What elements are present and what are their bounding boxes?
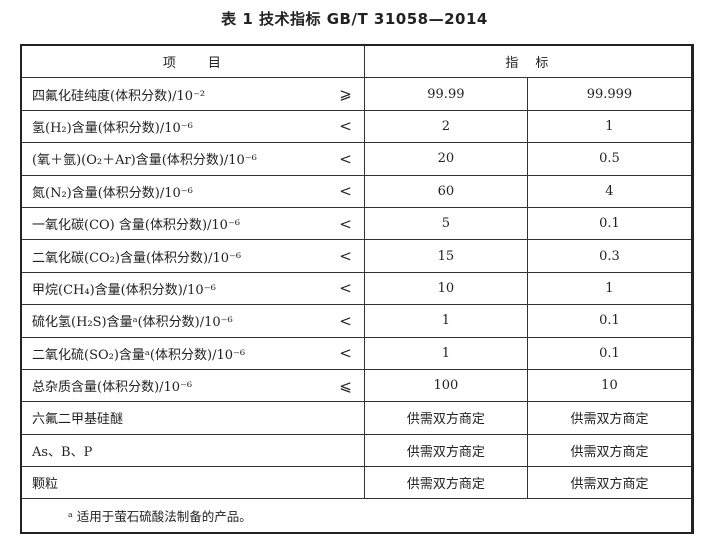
table-row: 二氧化硫(SO₂)含量ᵃ(体积分数)/10⁻⁶ < 1 0.1 (20, 336, 694, 370)
table-row: 四氟化硅纯度(体积分数)/10⁻² ⩾ 99.99 99.999 (20, 77, 694, 111)
item-label: 一氧化碳(CO) 含量(体积分数)/10⁻⁶ (32, 218, 241, 234)
item-label: 二氧化硫(SO₂)含量ᵃ(体积分数)/10⁻⁶ (32, 347, 246, 363)
comparison-symbol: < (339, 311, 352, 330)
value-grade-1: 15 (363, 239, 528, 273)
value-grade-2: 0.3 (526, 239, 694, 273)
item-cell: 四氟化硅纯度(体积分数)/10⁻² ⩾ (20, 77, 365, 111)
spec-table: 项 目 指 标 四氟化硅纯度(体积分数)/10⁻² ⩾ 99.99 99.999… (20, 44, 694, 535)
value-grade-1: 5 (363, 206, 528, 241)
item-cell: 甲烷(CH₄)含量(体积分数)/10⁻⁶ < (20, 271, 365, 306)
comparison-symbol: < (339, 117, 352, 136)
value-grade-1: 20 (363, 142, 528, 176)
value-grade-2: 0.1 (526, 206, 694, 241)
item-cell: 氢(H₂)含量(体积分数)/10⁻⁶ < (20, 109, 365, 144)
value-grade-2: 供需双方商定 (526, 401, 694, 435)
item-cell: 颗粒 (20, 466, 365, 500)
value-grade-2: 99.999 (526, 77, 694, 111)
value-grade-2: 1 (526, 271, 694, 306)
value-grade-2: 0.1 (526, 336, 694, 370)
table-row: As、B、P 供需双方商定 供需双方商定 (20, 433, 694, 468)
item-label: 二氧化碳(CO₂)含量(体积分数)/10⁻⁶ (32, 250, 242, 266)
comparison-symbol: < (339, 279, 352, 298)
item-label: As、B、P (32, 444, 93, 460)
value-grade-1: 1 (363, 304, 528, 338)
value-grade-1: 供需双方商定 (363, 401, 528, 435)
item-cell: 二氧化硫(SO₂)含量ᵃ(体积分数)/10⁻⁶ < (20, 336, 365, 370)
item-label: 氮(N₂)含量(体积分数)/10⁻⁶ (32, 185, 193, 201)
item-cell: 氮(N₂)含量(体积分数)/10⁻⁶ < (20, 174, 365, 208)
table-row: 总杂质含量(体积分数)/10⁻⁶ ⩽ 100 10 (20, 368, 694, 403)
item-label: (氧＋氩)(O₂＋Ar)含量(体积分数)/10⁻⁶ (32, 153, 257, 169)
item-cell: 硫化氢(H₂S)含量ᵃ(体积分数)/10⁻⁶ < (20, 304, 365, 338)
comparison-symbol: < (339, 344, 352, 363)
value-grade-1: 2 (363, 109, 528, 144)
item-label: 氢(H₂)含量(体积分数)/10⁻⁶ (32, 120, 193, 136)
item-label: 颗粒 (32, 477, 59, 493)
table-row: (氧＋氩)(O₂＋Ar)含量(体积分数)/10⁻⁶ < 20 0.5 (20, 142, 694, 176)
table-row: 二氧化碳(CO₂)含量(体积分数)/10⁻⁶ < 15 0.3 (20, 239, 694, 273)
table-row: 六氟二甲基硅醚 供需双方商定 供需双方商定 (20, 401, 694, 435)
value-grade-1: 99.99 (363, 77, 528, 111)
value-grade-2: 10 (526, 368, 694, 403)
item-label: 硫化氢(H₂S)含量ᵃ(体积分数)/10⁻⁶ (32, 315, 233, 331)
value-grade-1: 100 (363, 368, 528, 403)
table-row: 颗粒 供需双方商定 供需双方商定 (20, 466, 694, 500)
table-row: 一氧化碳(CO) 含量(体积分数)/10⁻⁶ < 5 0.1 (20, 206, 694, 241)
value-grade-1: 60 (363, 174, 528, 208)
item-cell: (氧＋氩)(O₂＋Ar)含量(体积分数)/10⁻⁶ < (20, 142, 365, 176)
table-row: 氮(N₂)含量(体积分数)/10⁻⁶ < 60 4 (20, 174, 694, 208)
value-grade-2: 供需双方商定 (526, 433, 694, 468)
header-spec: 指 标 (363, 44, 694, 79)
table-row: 甲烷(CH₄)含量(体积分数)/10⁻⁶ < 10 1 (20, 271, 694, 306)
item-cell: 六氟二甲基硅醚 (20, 401, 365, 435)
comparison-symbol: < (339, 182, 352, 201)
value-grade-1: 1 (363, 336, 528, 370)
footnote-row: ᵃ 适用于萤石硫酸法制备的产品。 (20, 498, 693, 534)
value-grade-2: 0.1 (526, 304, 694, 338)
comparison-symbol: ⩾ (339, 85, 352, 104)
item-label: 总杂质含量(体积分数)/10⁻⁶ (32, 380, 193, 396)
value-grade-1: 供需双方商定 (363, 466, 528, 500)
value-grade-2: 1 (526, 109, 694, 144)
item-label: 六氟二甲基硅醚 (32, 412, 124, 428)
value-grade-1: 10 (363, 271, 528, 306)
value-grade-2: 0.5 (526, 142, 694, 176)
value-grade-1: 供需双方商定 (363, 433, 528, 468)
value-grade-2: 供需双方商定 (526, 466, 694, 500)
footnote: ᵃ 适用于萤石硫酸法制备的产品。 (20, 498, 693, 534)
comparison-symbol: < (339, 149, 352, 168)
table-title: 表 1 技术指标 GB/T 31058—2014 (221, 10, 488, 28)
table-row: 氢(H₂)含量(体积分数)/10⁻⁶ < 2 1 (20, 109, 694, 144)
comparison-symbol: < (339, 247, 352, 266)
item-cell: 二氧化碳(CO₂)含量(体积分数)/10⁻⁶ < (20, 239, 365, 273)
comparison-symbol: ⩽ (339, 376, 352, 395)
item-label: 甲烷(CH₄)含量(体积分数)/10⁻⁶ (32, 282, 216, 298)
value-grade-2: 4 (526, 174, 694, 208)
header-row: 项 目 指 标 (20, 44, 694, 79)
item-label: 四氟化硅纯度(体积分数)/10⁻² (32, 88, 206, 104)
header-item: 项 目 (20, 44, 365, 79)
item-cell: 一氧化碳(CO) 含量(体积分数)/10⁻⁶ < (20, 206, 365, 241)
table-row: 硫化氢(H₂S)含量ᵃ(体积分数)/10⁻⁶ < 1 0.1 (20, 304, 694, 338)
item-cell: 总杂质含量(体积分数)/10⁻⁶ ⩽ (20, 368, 365, 403)
comparison-symbol: < (339, 214, 352, 233)
item-cell: As、B、P (20, 433, 365, 468)
